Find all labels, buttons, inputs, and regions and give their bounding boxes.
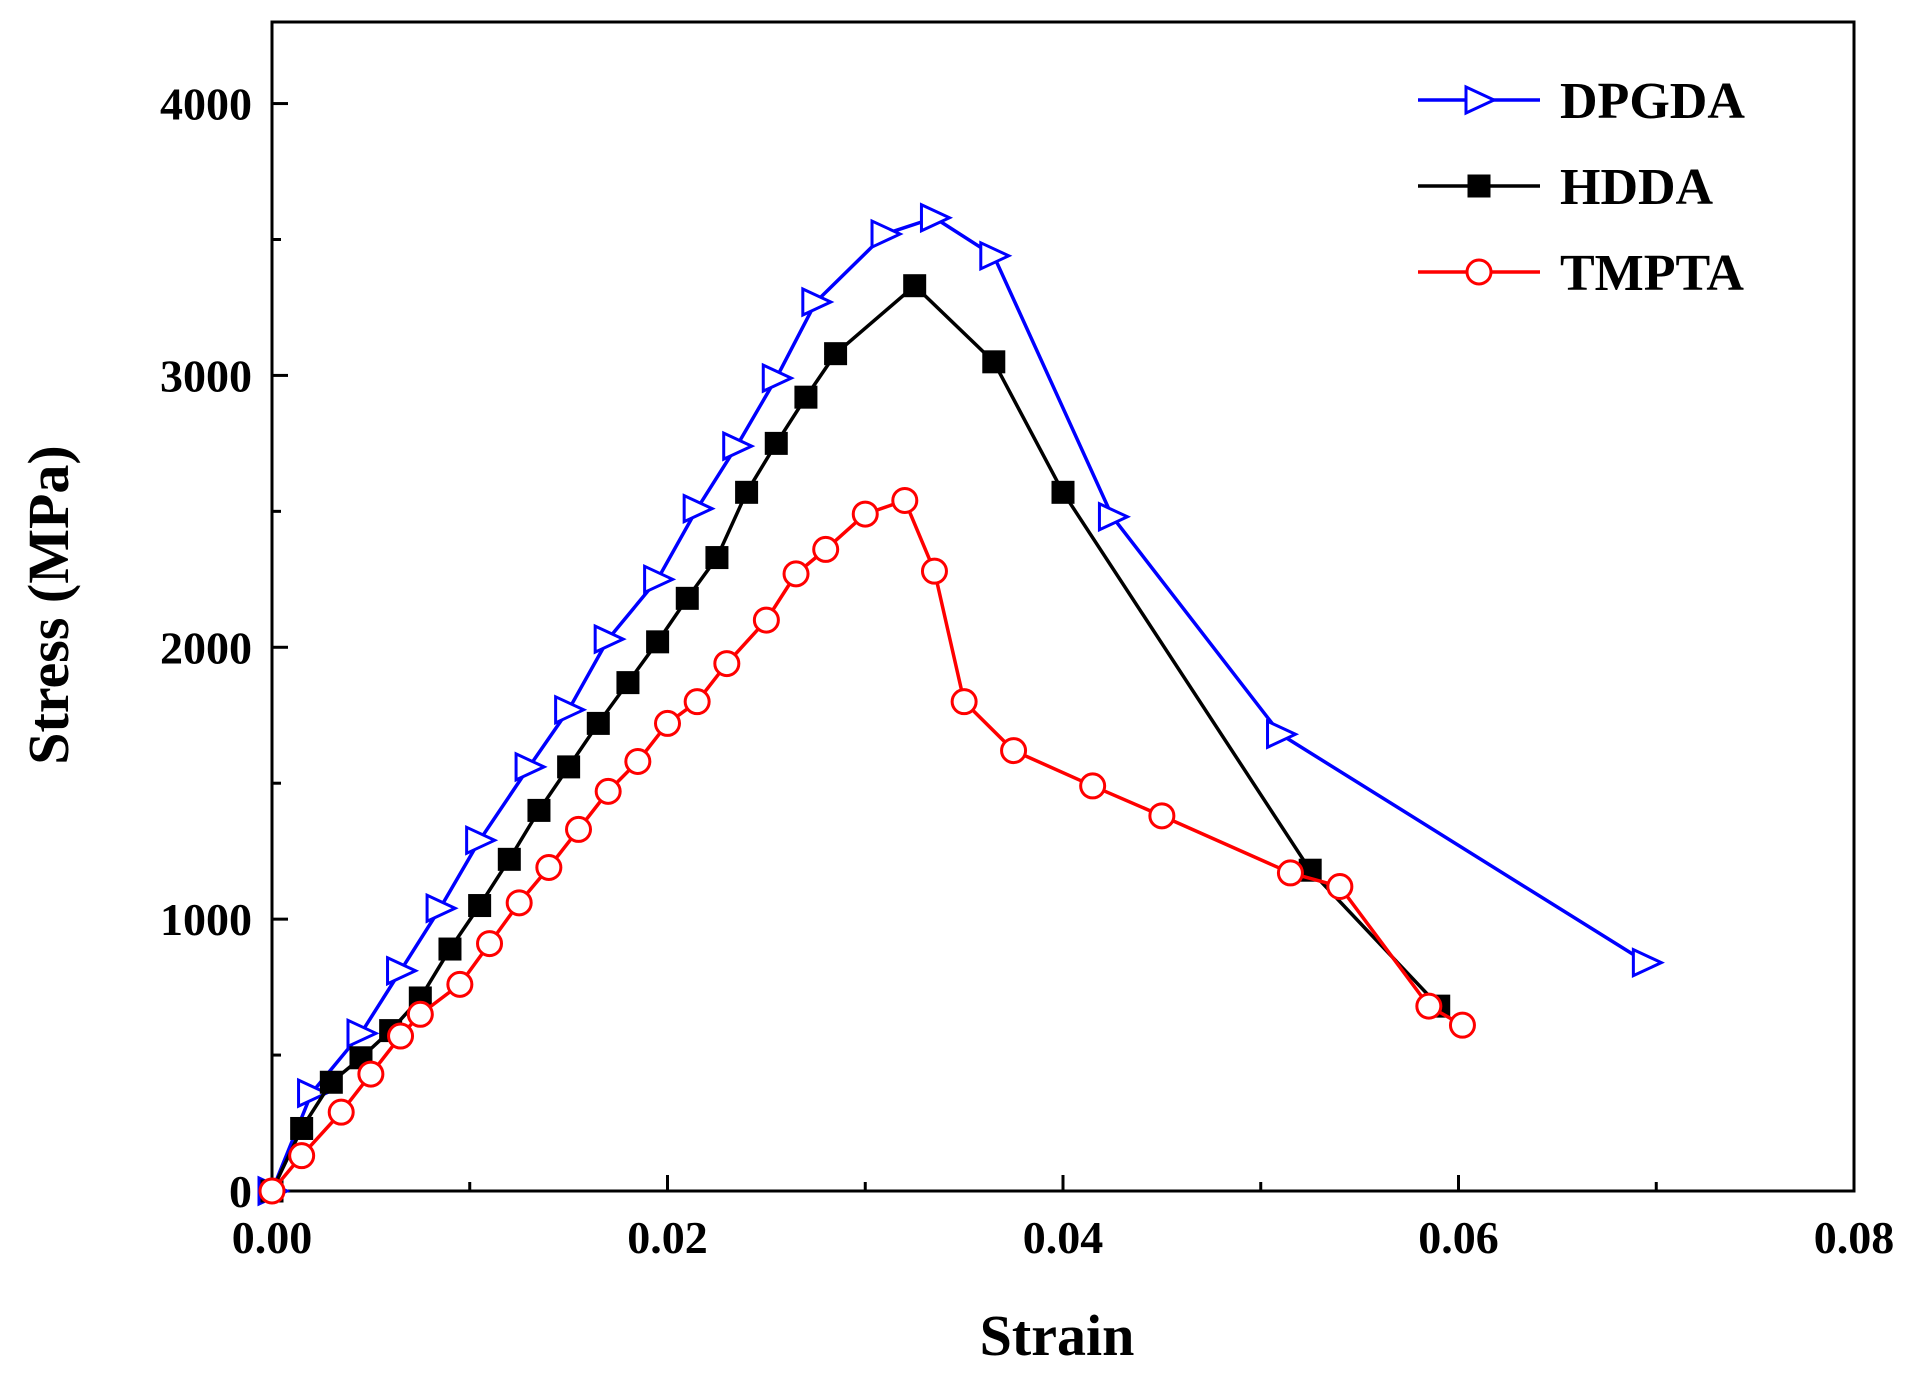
legend-entry-tmpta: TMPTA [1418,245,1744,302]
y-tick-label: 0 [229,1166,252,1217]
data-point-tmpta [594,777,622,805]
data-point-hdda [794,385,818,409]
y-axis-title: Stress (MPa) [16,445,81,764]
data-point-tmpta [920,557,948,585]
data-point-tmpta [1326,873,1354,901]
data-point-dpgda [514,751,548,783]
series-line-hdda [270,283,1440,1192]
data-point-hdda [903,274,927,298]
data-point-dpgda [870,218,904,250]
data-point-dpgda [682,493,716,524]
x-tick-label: 0.00 [232,1212,313,1263]
data-point-tmpta [406,1000,434,1028]
data-point-tmpta [357,1060,385,1088]
data-point-tmpta [387,1022,415,1050]
data-point-dpgda [1631,947,1665,978]
data-point-hdda [982,350,1006,374]
legend-marker-tmpta [1465,258,1493,286]
data-point-tmpta [1276,859,1304,887]
data-point-hdda [557,755,581,779]
data-point-dpgda [919,202,954,234]
data-point-dpgda [979,240,1013,272]
data-point-tmpta [752,606,780,634]
data-point-hdda [319,1070,343,1094]
legend-marker-hdda [1467,174,1491,198]
data-point-dpgda [425,892,459,924]
data-point-tmpta [327,1098,355,1126]
data-point-hdda [764,431,788,455]
data-point-dpgda [297,1077,331,1109]
data-point-hdda [675,586,699,610]
data-point-tmpta [654,709,681,737]
x-tick-label: 0.04 [1023,1212,1104,1263]
series-dpgda [257,202,1665,1207]
data-point-hdda [646,630,670,654]
y-tick-label: 2000 [160,622,252,673]
legend-label: HDDA [1560,159,1714,216]
data-point-tmpta [446,970,474,998]
series-layer [257,202,1665,1207]
data-point-tmpta [812,535,840,563]
data-point-hdda [290,1116,314,1140]
data-point-dpgda [554,694,588,726]
x-axis-ticks: 0.00 0.02 0.04 0.06 0.08 [232,1175,1895,1263]
data-point-dpgda [761,362,795,394]
series-tmpta [258,486,1476,1205]
data-point-hdda [527,798,551,822]
series-line-tmpta [270,498,1464,1193]
x-tick-label: 0.06 [1418,1212,1499,1263]
data-point-tmpta [851,500,879,528]
x-axis-title: Strain [980,1303,1135,1368]
data-point-tmpta [1415,992,1443,1020]
data-point-tmpta [624,747,652,775]
legend-entry-dpgda: DPGDA [1418,73,1745,130]
data-point-hdda [468,894,492,918]
y-tick-label: 3000 [160,350,252,401]
data-point-hdda [735,480,759,504]
data-point-dpgda [465,824,499,856]
data-point-tmpta [1000,737,1028,765]
data-point-dpgda [801,286,835,318]
data-point-tmpta [258,1177,286,1205]
legend-marker-dpgda [1464,84,1498,116]
x-tick-label: 0.08 [1814,1212,1895,1263]
data-point-hdda [438,937,462,961]
legend: DPGDA HDDA TMPTA [1418,73,1745,302]
data-point-tmpta [288,1142,316,1170]
data-point-tmpta [1148,802,1176,830]
data-point-tmpta [891,486,919,514]
y-axis-ticks: 0 1000 2000 3000 4000 [160,79,288,1217]
data-point-hdda [616,671,640,695]
data-point-tmpta [505,889,533,917]
data-point-hdda [497,847,521,871]
data-point-tmpta [1079,772,1107,800]
data-point-dpgda [643,563,677,595]
data-point-hdda [1051,480,1075,504]
data-point-dpgda [346,1017,380,1049]
data-point-hdda [824,342,848,366]
data-point-tmpta [535,853,563,881]
data-point-hdda [586,711,610,735]
y-tick-label: 4000 [160,79,252,130]
data-point-tmpta [713,650,741,678]
data-point-dpgda [386,955,420,987]
data-point-dpgda [722,430,756,462]
legend-label: TMPTA [1560,245,1744,302]
data-point-tmpta [782,560,810,588]
data-point-tmpta [476,930,504,958]
y-tick-label: 1000 [160,894,252,945]
data-point-dpgda [593,623,627,655]
data-point-tmpta [1448,1011,1476,1039]
data-point-dpgda [1097,501,1131,533]
data-point-tmpta [950,688,978,716]
legend-entry-hdda: HDDA [1418,159,1714,216]
data-point-hdda [705,546,729,570]
data-point-tmpta [683,688,711,716]
x-tick-label: 0.02 [627,1212,708,1263]
data-point-dpgda [1266,718,1300,750]
data-point-tmpta [565,815,593,843]
legend-label: DPGDA [1560,73,1745,130]
